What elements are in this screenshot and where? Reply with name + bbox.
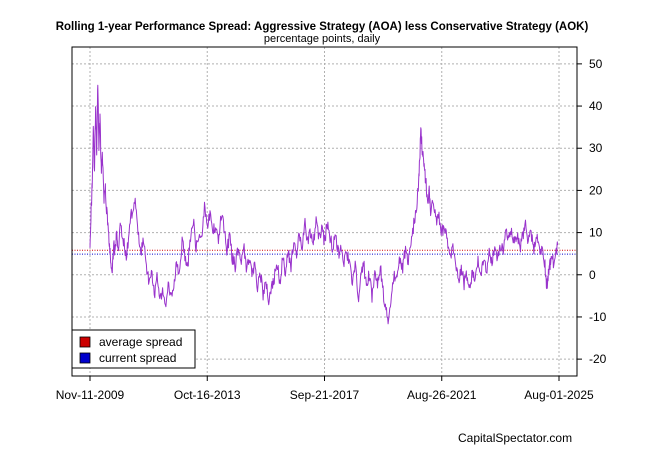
legend-box [71, 329, 196, 369]
x-tick-label: Aug-01-2025 [524, 388, 594, 402]
y-tick-label: -20 [589, 352, 607, 366]
x-tick-label: Sep-21-2017 [290, 388, 360, 402]
source-credit: CapitalSpectator.com [458, 431, 573, 445]
chart-title: Rolling 1-year Performance Spread: Aggre… [56, 21, 589, 33]
legend: average spread current spread [71, 329, 196, 369]
legend-swatch [79, 352, 91, 364]
grid [72, 47, 577, 376]
x-tick-label: Aug-26-2021 [407, 388, 477, 402]
y-tick-label: 50 [589, 57, 603, 71]
legend-label: current spread [99, 351, 176, 365]
x-axis: Nov-11-2009 Oct-16-2013 Sep-21-2017 Aug-26-… [56, 376, 594, 402]
x-tick-label: Oct-16-2013 [174, 388, 241, 402]
series-line [89, 84, 559, 325]
y-tick-label: 30 [589, 141, 603, 155]
y-tick-label: -10 [589, 310, 607, 324]
y-tick-label: 10 [589, 226, 603, 240]
chart-subtitle: percentage points, daily [264, 33, 381, 45]
y-tick-label: 20 [589, 183, 603, 197]
y-tick-label: 40 [589, 99, 603, 113]
legend-swatch [79, 336, 91, 348]
y-axis: -20 -10 0 10 20 30 40 50 [577, 57, 607, 366]
x-tick-label: Nov-11-2009 [56, 388, 125, 402]
series-layer [89, 84, 559, 325]
y-tick-label: 0 [589, 268, 596, 282]
legend-label: average spread [99, 335, 182, 349]
